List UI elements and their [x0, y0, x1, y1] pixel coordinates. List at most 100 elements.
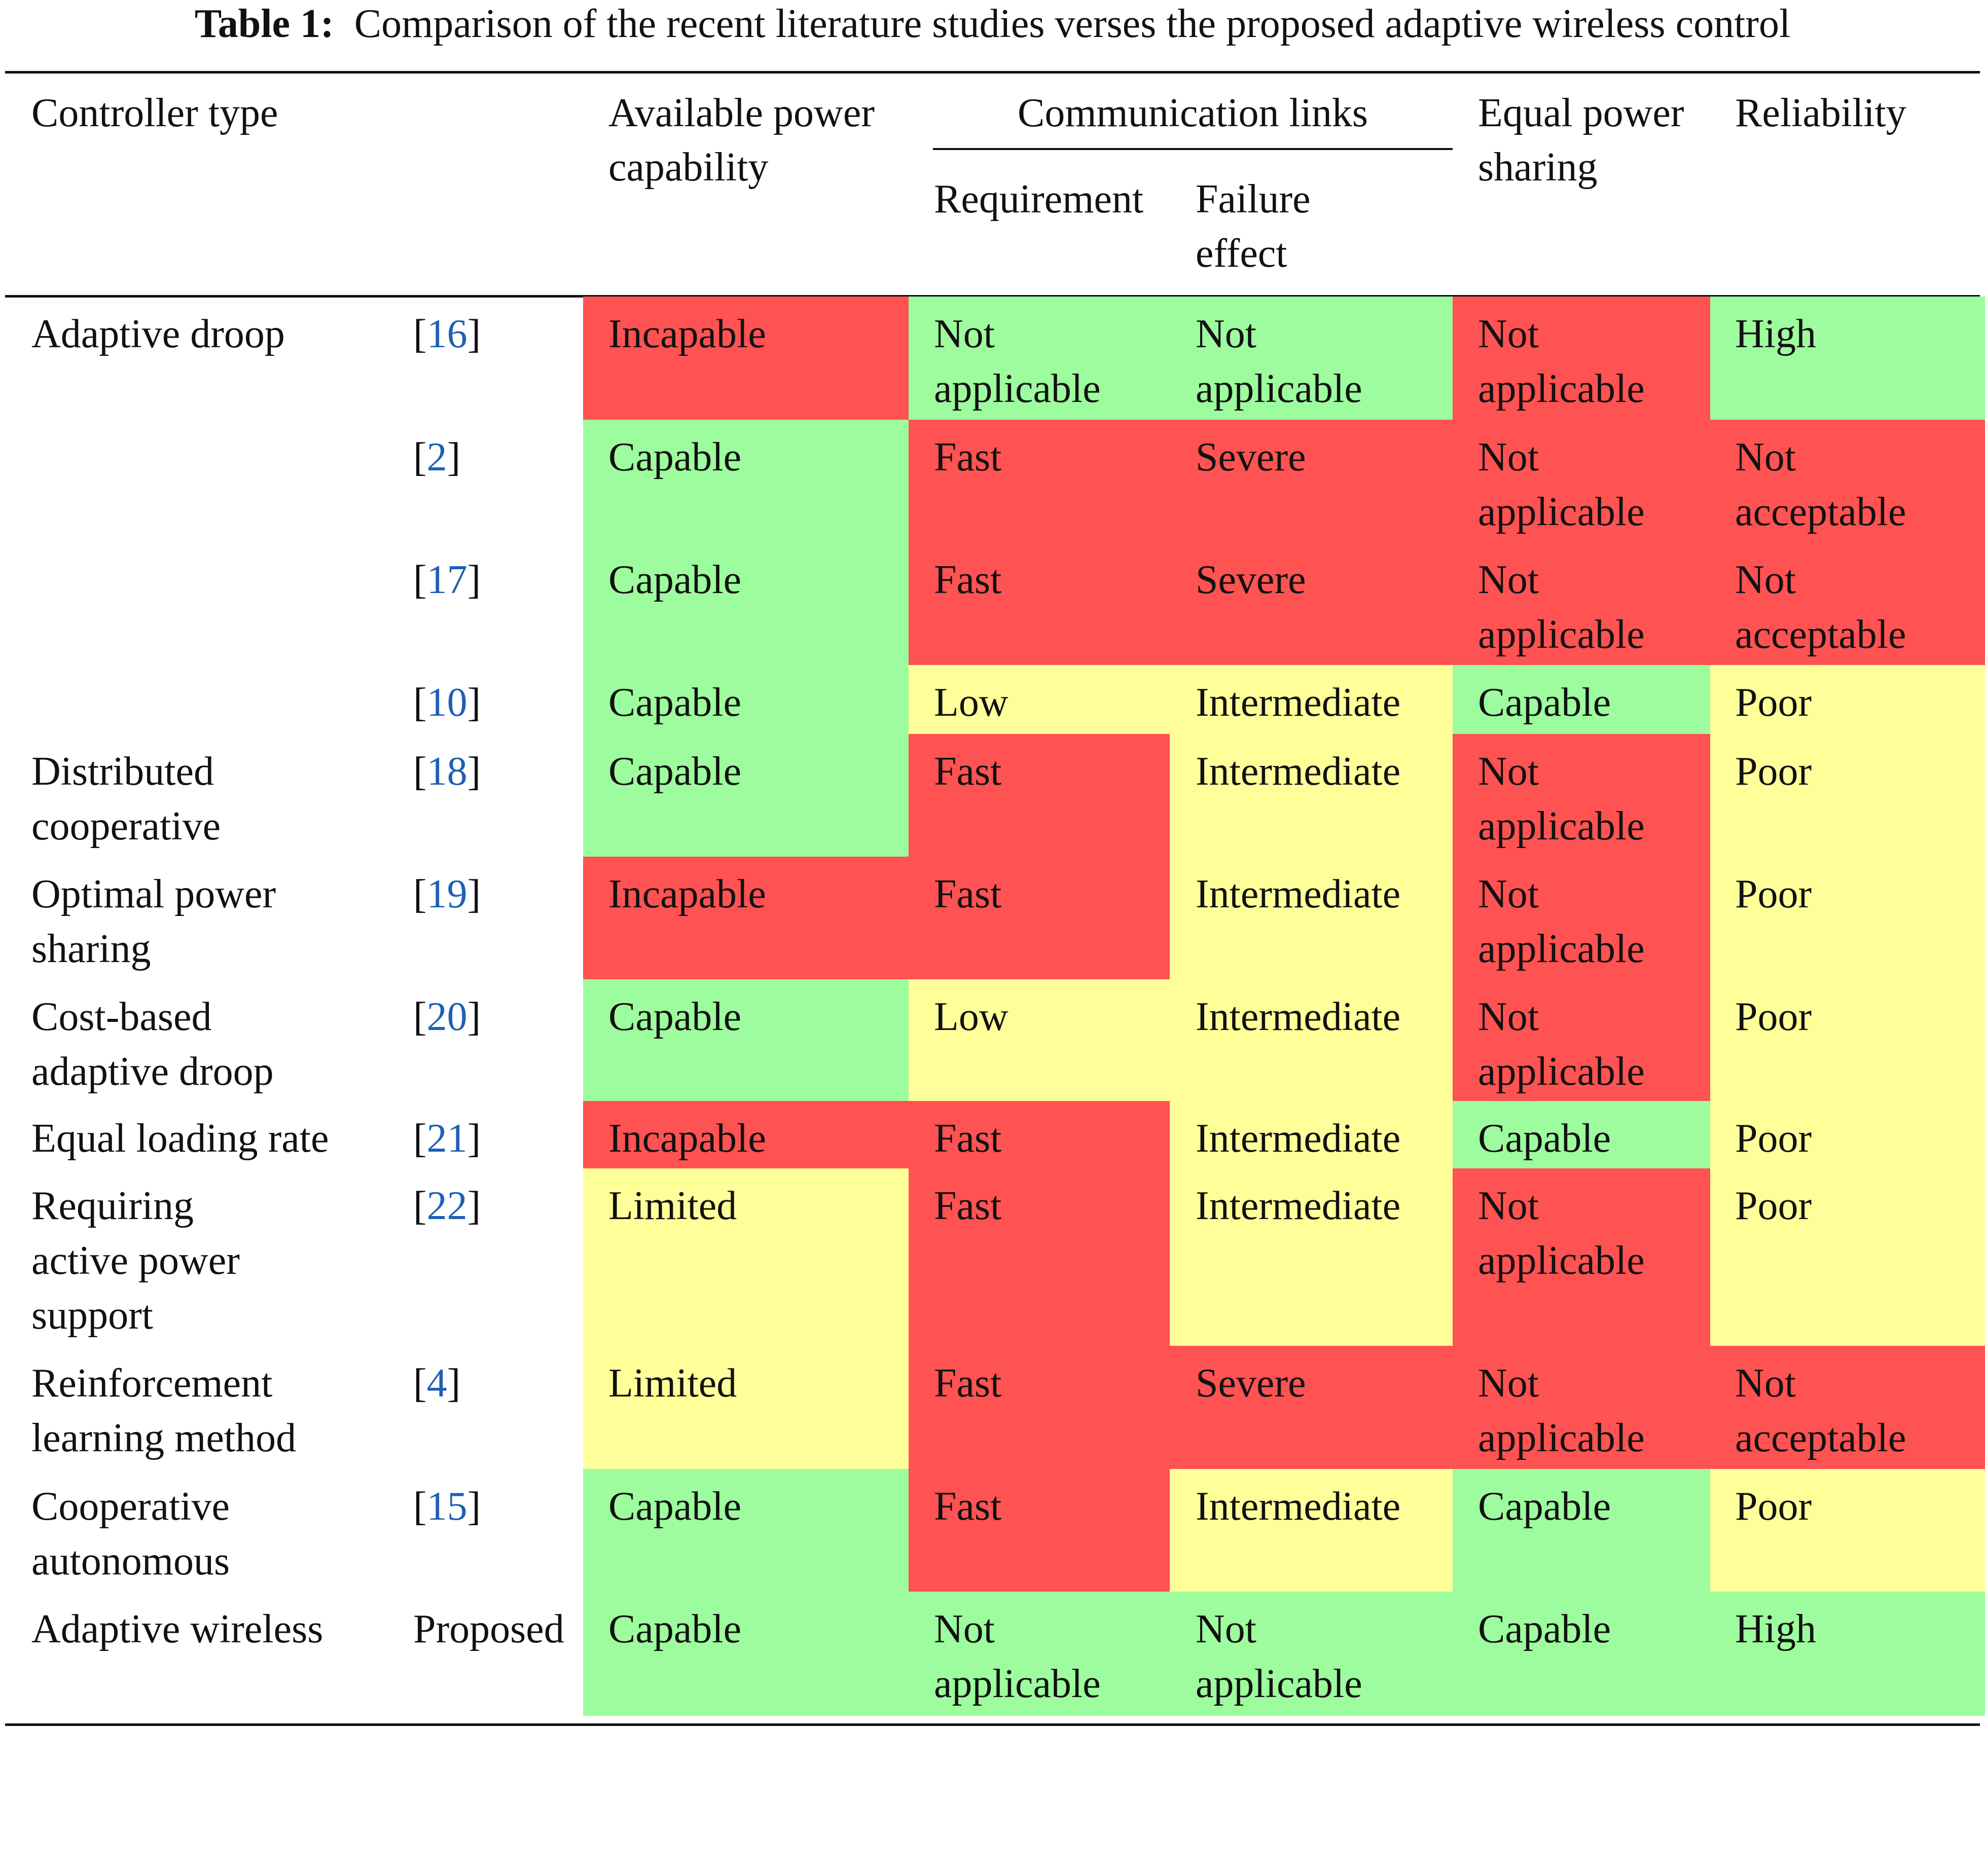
header-equal-power-sharing: Equal power sharing: [1478, 91, 1684, 190]
fill-failure-yellow: [1170, 665, 1453, 1346]
fill-reliability-yellow: [1710, 1469, 1985, 1592]
reference-link[interactable]: 21: [426, 1116, 467, 1161]
reference-link[interactable]: 19: [426, 872, 467, 916]
fill-failure-green: [1170, 1592, 1453, 1716]
cell-reliability-row-10: Not acceptable: [1735, 1361, 1906, 1460]
fill-power-green: [583, 420, 909, 857]
header-rule: [5, 295, 1980, 298]
cell-reliability-row-6: Poor: [1735, 872, 1812, 916]
cell-requirement-row-9: Fast: [934, 1184, 1002, 1228]
cell-reliability-row-8: Poor: [1735, 1116, 1812, 1161]
fill-requirement-green: [909, 1592, 1170, 1716]
cell-requirement-row-11: Fast: [934, 1484, 1002, 1529]
fill-requirement-yellow: [909, 979, 1170, 1101]
cell-sharing-row-4: Capable: [1478, 680, 1611, 725]
cell-requirement-row-4: Low: [934, 680, 1008, 725]
cell-requirement-row-7: Low: [934, 995, 1008, 1039]
cell-sharing-row-11: Capable: [1478, 1484, 1611, 1529]
reference-link[interactable]: 2: [426, 435, 447, 480]
cell-failure-row-11: Intermediate: [1196, 1484, 1401, 1529]
caption-label: Table 1:: [194, 2, 334, 46]
cell-requirement-row-10: Fast: [934, 1361, 1002, 1406]
cell-sharing-row-6: Not applicable: [1478, 872, 1645, 971]
cell-failure-row-10: Severe: [1196, 1361, 1306, 1406]
cell-reliability-row-11: Poor: [1735, 1484, 1812, 1529]
header-requirement: Requirement: [934, 177, 1144, 222]
cell-ref-row-1: [16]: [413, 312, 481, 356]
cell-failure-row-8: Intermediate: [1196, 1116, 1401, 1161]
reference-link[interactable]: 17: [426, 558, 467, 602]
fill-sharing-green: [1453, 1469, 1710, 1716]
reference-link[interactable]: 10: [426, 680, 467, 725]
cell-requirement-row-6: Fast: [934, 872, 1002, 916]
cell-reliability-row-4: Poor: [1735, 680, 1812, 725]
reference-link[interactable]: 16: [426, 312, 467, 356]
cell-ref-row-6: [19]: [413, 872, 481, 916]
cell-reliability-row-2: Not acceptable: [1735, 435, 1906, 534]
cell-sharing-row-2: Not applicable: [1478, 435, 1645, 534]
reference-link[interactable]: 15: [426, 1484, 467, 1529]
fill-reliability-red: [1710, 1346, 1985, 1469]
cell-reliability-row-5: Poor: [1735, 749, 1812, 794]
reference-link[interactable]: 22: [426, 1184, 467, 1228]
cell-power-row-11: Capable: [608, 1484, 742, 1529]
cell-ref-row-11: [15]: [413, 1484, 481, 1529]
cell-ref-row-3: [17]: [413, 558, 481, 602]
cell-sharing-row-9: Not applicable: [1478, 1184, 1645, 1283]
reference-link[interactable]: 20: [426, 995, 467, 1039]
cell-reliability-row-7: Poor: [1735, 995, 1812, 1039]
cell-sharing-row-10: Not applicable: [1478, 1361, 1645, 1460]
fill-sharing-red: [1453, 734, 1710, 1101]
reference-link[interactable]: 18: [426, 749, 467, 794]
fill-failure-red: [1170, 420, 1453, 665]
cell-power-row-4: Capable: [608, 680, 742, 725]
cell-failure-row-7: Intermediate: [1196, 995, 1401, 1039]
cell-power-row-3: Capable: [608, 558, 742, 602]
cell-controller-row-8: Equal loading rate: [31, 1116, 329, 1161]
header-controller-type: Controller type: [31, 91, 278, 135]
fill-requirement-red: [909, 734, 1170, 979]
cell-ref-row-10: [4]: [413, 1361, 461, 1406]
fill-reliability-red: [1710, 420, 1985, 665]
cell-power-row-1: Incapable: [608, 312, 766, 356]
cell-power-row-5: Capable: [608, 749, 742, 794]
cell-controller-row-5: Distributed cooperative: [31, 749, 221, 849]
cell-failure-row-3: Severe: [1196, 558, 1306, 602]
fill-failure-green: [1170, 297, 1453, 420]
cell-ref-row-5: [18]: [413, 749, 481, 794]
cell-ref-row-2: [2]: [413, 435, 461, 480]
fill-power-red: [583, 297, 909, 420]
cell-failure-row-6: Intermediate: [1196, 872, 1401, 916]
cell-power-row-9: Limited: [608, 1184, 737, 1228]
cell-reliability-row-3: Not acceptable: [1735, 558, 1906, 657]
cell-controller-row-7: Cost-based adaptive droop: [31, 995, 274, 1094]
cell-sharing-row-12: Capable: [1478, 1607, 1611, 1651]
comparison-table: Adaptive droop [16] Incapable Not applicabl…: [31, 297, 1985, 1716]
fill-failure-red: [1170, 1346, 1453, 1469]
fill-requirement-red: [909, 420, 1170, 665]
cell-failure-row-2: Severe: [1196, 435, 1306, 480]
cell-ref-row-9: [22]: [413, 1184, 481, 1228]
cell-ref-row-4: [10]: [413, 680, 481, 725]
cell-failure-row-1: Not applicable: [1196, 312, 1362, 411]
header-failure-effect: Failure effect: [1196, 177, 1311, 276]
cell-reliability-row-12: High: [1735, 1607, 1816, 1651]
cell-power-row-12: Capable: [608, 1607, 742, 1651]
cell-controller-row-9: Requiring active power support: [31, 1184, 240, 1338]
fill-requirement-red: [909, 1101, 1170, 1592]
fill-requirement-green: [909, 297, 1170, 420]
cell-controller-row-6: Optimal power sharing: [31, 872, 276, 971]
fill-requirement-yellow: [909, 665, 1170, 734]
header-available-power: Available power capability: [608, 91, 875, 190]
fill-sharing-red: [1453, 297, 1710, 665]
caption-text: Comparison of the recent literature stud…: [354, 2, 1791, 46]
reference-link[interactable]: 4: [426, 1361, 447, 1406]
cell-sharing-row-3: Not applicable: [1478, 558, 1645, 657]
fill-power-green: [583, 1469, 909, 1716]
cell-power-row-2: Capable: [608, 435, 742, 480]
cell-sharing-row-1: Not applicable: [1478, 312, 1645, 411]
header-reliability: Reliability: [1735, 91, 1906, 135]
bottom-rule: [5, 1723, 1980, 1726]
cell-controller-row-10: Reinforcement learning method: [31, 1361, 297, 1460]
fill-reliability-yellow: [1710, 665, 1985, 1346]
